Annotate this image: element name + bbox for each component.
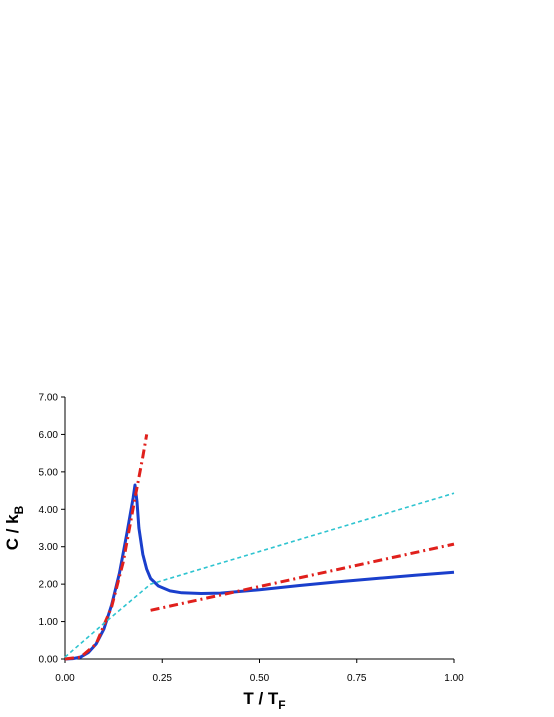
series-line-1	[64, 483, 455, 661]
x-axis-label: T / TF	[243, 689, 285, 712]
y-tick-label: 7.00	[39, 393, 59, 404]
y-tick-label: 0.00	[39, 655, 59, 666]
y-tick-label: 6.00	[39, 430, 59, 441]
y-axis-label: C / kB	[3, 505, 26, 550]
series-line-3	[150, 542, 455, 612]
y-ticks: 0.00 1.00 2.00 3.00 4.00 5.00 6.00 7.00	[39, 393, 65, 666]
series-line-2	[64, 434, 149, 661]
y-axis-label-sub: B	[12, 505, 26, 514]
x-tick-label: 0.50	[250, 673, 270, 684]
x-tick-label: 1.00	[444, 673, 464, 684]
y-tick-label: 4.00	[39, 505, 59, 516]
x-axis-label-sub: F	[278, 698, 285, 712]
series-layer	[64, 434, 455, 661]
x-axis-label-main: T / T	[243, 689, 279, 708]
series-line-4	[64, 492, 455, 658]
y-tick-label: 5.00	[39, 467, 59, 478]
x-tick-label: 0.75	[347, 673, 367, 684]
y-tick-label: 1.00	[39, 617, 59, 628]
x-ticks: 0.00 0.25 0.50 0.75 1.00	[55, 659, 464, 684]
y-tick-label: 3.00	[39, 542, 59, 553]
plot-area: 0.00 1.00 2.00 3.00 4.00 5.00 6.00 7.00 0.00 0.2…	[39, 393, 465, 685]
y-axis-label-main: C / k	[3, 514, 22, 550]
x-tick-label: 0.25	[153, 673, 173, 684]
x-tick-label: 0.00	[55, 673, 75, 684]
y-tick-label: 2.00	[39, 580, 59, 591]
